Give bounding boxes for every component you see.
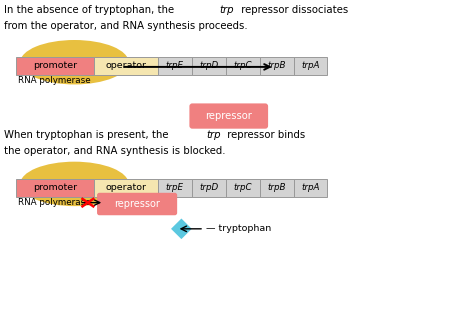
Text: repressor dissociates: repressor dissociates xyxy=(238,5,348,15)
FancyBboxPatch shape xyxy=(260,179,293,196)
FancyBboxPatch shape xyxy=(260,57,293,75)
FancyBboxPatch shape xyxy=(158,179,192,196)
FancyBboxPatch shape xyxy=(158,57,192,75)
Text: — tryptophan: — tryptophan xyxy=(206,224,272,233)
Text: repressor binds: repressor binds xyxy=(224,130,305,140)
Text: trpE: trpE xyxy=(166,183,184,192)
Text: In the absence of tryptophan, the: In the absence of tryptophan, the xyxy=(4,5,177,15)
Text: from the operator, and RNA synthesis proceeds.: from the operator, and RNA synthesis pro… xyxy=(4,21,247,31)
Text: trpC: trpC xyxy=(233,61,252,71)
Text: operator: operator xyxy=(106,61,146,71)
FancyBboxPatch shape xyxy=(94,179,158,196)
FancyBboxPatch shape xyxy=(293,57,328,75)
FancyBboxPatch shape xyxy=(190,103,268,129)
FancyBboxPatch shape xyxy=(293,179,328,196)
Ellipse shape xyxy=(20,162,128,206)
Ellipse shape xyxy=(20,40,128,84)
FancyBboxPatch shape xyxy=(94,57,158,75)
Text: promoter: promoter xyxy=(33,183,77,192)
Text: repressor: repressor xyxy=(205,111,252,121)
Text: trpE: trpE xyxy=(166,61,184,71)
Text: trp: trp xyxy=(206,130,221,140)
Text: promoter: promoter xyxy=(33,61,77,71)
FancyBboxPatch shape xyxy=(192,179,226,196)
Text: When tryptophan is present, the: When tryptophan is present, the xyxy=(4,130,172,140)
Text: operator: operator xyxy=(106,183,146,192)
Text: trpB: trpB xyxy=(267,61,286,71)
Text: repressor: repressor xyxy=(114,199,160,209)
FancyBboxPatch shape xyxy=(192,57,226,75)
Text: RNA polymerase: RNA polymerase xyxy=(18,198,91,207)
FancyBboxPatch shape xyxy=(17,179,94,196)
Text: trpC: trpC xyxy=(233,183,252,192)
FancyBboxPatch shape xyxy=(97,193,177,215)
FancyBboxPatch shape xyxy=(17,57,94,75)
Text: trpB: trpB xyxy=(267,183,286,192)
Text: trp: trp xyxy=(219,5,234,15)
Text: trpD: trpD xyxy=(199,61,219,71)
Text: trpA: trpA xyxy=(301,61,320,71)
Text: the operator, and RNA synthesis is blocked.: the operator, and RNA synthesis is block… xyxy=(4,146,225,156)
Text: trpD: trpD xyxy=(199,183,219,192)
FancyBboxPatch shape xyxy=(226,57,260,75)
FancyBboxPatch shape xyxy=(226,179,260,196)
Text: RNA polymerase: RNA polymerase xyxy=(18,76,91,85)
Polygon shape xyxy=(171,219,192,239)
Text: trpA: trpA xyxy=(301,183,320,192)
